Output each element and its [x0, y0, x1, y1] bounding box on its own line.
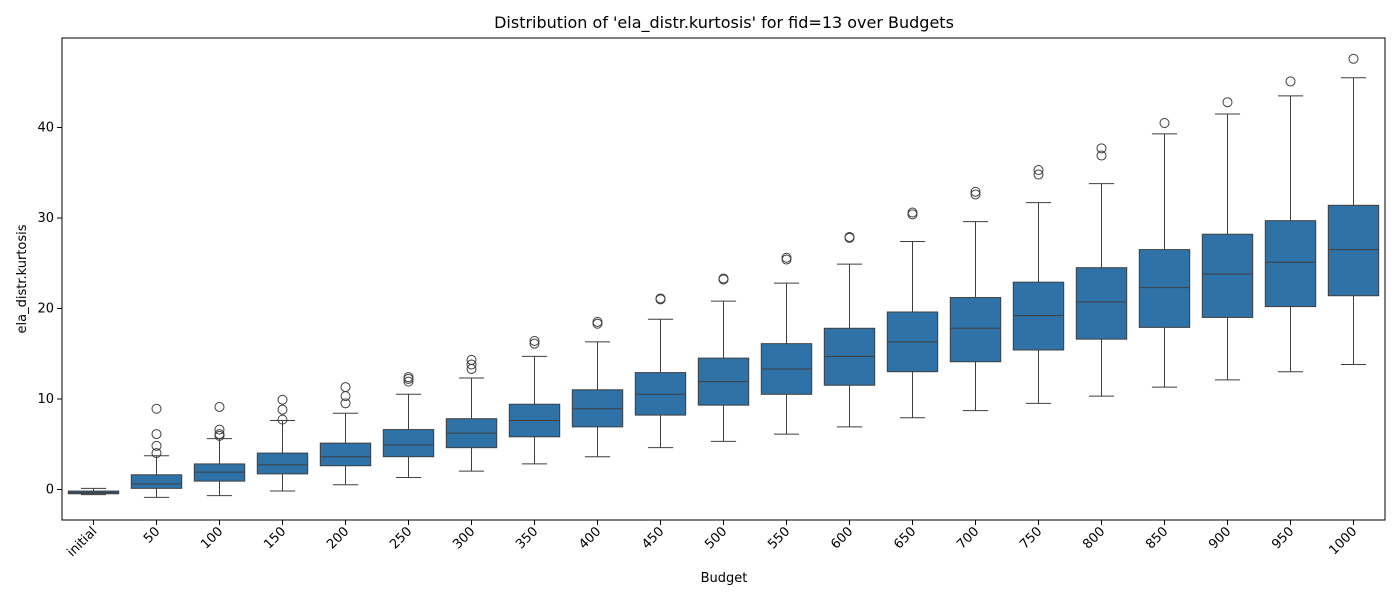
iqr-box — [1327, 204, 1380, 297]
iqr-box — [1264, 220, 1317, 308]
box-group-initial — [67, 487, 120, 496]
x-tick-label: 200 — [324, 524, 352, 552]
x-tick-label: 50 — [141, 524, 163, 546]
y-axis-label: ela_distr.kurtosis — [15, 224, 30, 333]
box-group-750 — [1012, 165, 1065, 404]
outlier-point — [214, 401, 225, 412]
x-tick-label: 1000 — [1326, 524, 1360, 558]
box-group-50 — [130, 403, 183, 498]
x-tick-label: initial — [64, 524, 100, 560]
outlier-point — [403, 372, 414, 383]
outlier-point — [1096, 150, 1107, 161]
outlier-point — [214, 429, 225, 440]
x-tick-label: 950 — [1269, 524, 1297, 552]
outlier-point — [907, 207, 918, 218]
box-group-550 — [760, 252, 813, 435]
outlier-point — [592, 316, 603, 327]
box-group-1000 — [1327, 53, 1380, 365]
outlier-point — [970, 186, 981, 197]
box-group-500 — [697, 273, 750, 442]
outlier-point — [1159, 118, 1170, 129]
outlier-point — [970, 189, 981, 200]
chart-title: Distribution of 'ela_distr.kurtosis' for… — [494, 13, 954, 33]
outlier-point — [1033, 169, 1044, 180]
x-tick-label: 800 — [1080, 524, 1108, 552]
x-tick-label: 350 — [513, 524, 541, 552]
x-tick-label: 850 — [1143, 524, 1171, 552]
box-group-850 — [1138, 118, 1191, 388]
x-tick-label: 250 — [387, 524, 415, 552]
box-group-700 — [949, 186, 1002, 412]
outlier-point — [1222, 97, 1233, 108]
outlier-point — [340, 398, 351, 409]
x-axis-label: Budget — [701, 571, 748, 586]
outlier-point — [529, 338, 540, 349]
box-group-400 — [571, 316, 624, 458]
y-tick-label: 0 — [46, 482, 54, 497]
iqr-box — [949, 297, 1002, 363]
box-group-800 — [1075, 143, 1128, 397]
iqr-box — [1201, 233, 1254, 318]
outlier-point — [1033, 165, 1044, 176]
y-tick-label: 40 — [37, 121, 54, 136]
outlier-point — [214, 424, 225, 435]
x-tick-label: 400 — [576, 524, 604, 552]
box-group-100 — [193, 401, 246, 497]
x-tick-label: 500 — [702, 524, 730, 552]
x-tick-label: 600 — [828, 524, 856, 552]
outlier-point — [781, 252, 792, 263]
box-group-150 — [256, 394, 309, 492]
outlier-point — [1285, 76, 1296, 87]
box-group-350 — [508, 335, 561, 465]
outlier-point — [277, 404, 288, 415]
iqr-box — [319, 442, 372, 467]
iqr-box — [1075, 267, 1128, 340]
outlier-point — [151, 440, 162, 451]
outlier-point — [844, 231, 855, 242]
outlier-point — [151, 448, 162, 459]
box-group-450 — [634, 293, 687, 449]
iqr-box — [382, 429, 435, 458]
outlier-point — [277, 394, 288, 405]
y-tick-label: 10 — [37, 392, 54, 407]
box-group-300 — [445, 354, 498, 472]
iqr-box — [130, 474, 183, 489]
outlier-point — [466, 354, 477, 365]
x-tick-label: 450 — [639, 524, 667, 552]
box-group-200 — [319, 382, 372, 486]
x-tick-label: 100 — [198, 524, 226, 552]
outlier-point — [466, 359, 477, 370]
plot-area: 0 10 20 30 40 initial 50 100 150 200 250 300 350 400 4… — [37, 37, 1386, 560]
outlier-point — [718, 273, 729, 284]
outlier-point — [277, 414, 288, 425]
outlier-point — [151, 403, 162, 414]
outlier-point — [403, 376, 414, 387]
outlier-point — [1096, 143, 1107, 154]
outlier-point — [529, 335, 540, 346]
outlier-point — [655, 293, 666, 304]
outlier-point — [1348, 53, 1359, 64]
y-tick-label: 20 — [37, 301, 54, 316]
box-group-600 — [823, 231, 876, 428]
x-tick-label: 700 — [954, 524, 982, 552]
outlier-point — [340, 382, 351, 393]
x-tick-label: 150 — [261, 524, 289, 552]
iqr-box — [256, 452, 309, 475]
y-tick-label: 30 — [37, 211, 54, 226]
x-tick-label: 650 — [891, 524, 919, 552]
box-group-650 — [886, 207, 939, 419]
box-group-250 — [382, 372, 435, 478]
outlier-point — [151, 429, 162, 440]
x-tick-label: 300 — [450, 524, 478, 552]
iqr-box — [1138, 249, 1191, 328]
x-tick-label: 900 — [1206, 524, 1234, 552]
x-tick-label: 750 — [1017, 524, 1045, 552]
box-group-950 — [1264, 76, 1317, 373]
box-group-900 — [1201, 97, 1254, 381]
x-tick-label: 550 — [765, 524, 793, 552]
